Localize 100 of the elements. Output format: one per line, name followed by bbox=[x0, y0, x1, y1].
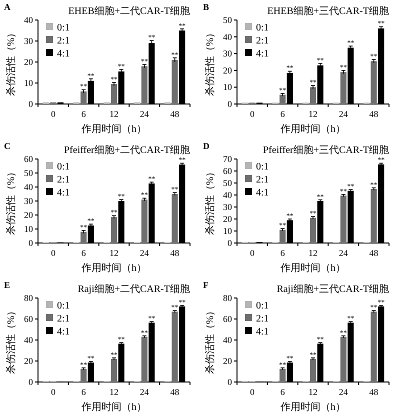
y-tick-label: 20 bbox=[223, 214, 232, 224]
x-tick-label: 12 bbox=[110, 387, 118, 397]
legend-label: 2:1 bbox=[256, 174, 269, 186]
bar bbox=[310, 218, 316, 243]
y-tick-label: 40 bbox=[24, 335, 34, 345]
y-tick-label: 10 bbox=[24, 78, 34, 88]
x-tick-label: 6 bbox=[81, 387, 86, 397]
x-tick-label: 48 bbox=[369, 248, 379, 258]
x-tick-label: 12 bbox=[110, 109, 118, 119]
legend-label: 4:1 bbox=[57, 48, 70, 60]
bar bbox=[80, 232, 87, 243]
chart-title: D bbox=[203, 141, 210, 151]
x-tick-label: 6 bbox=[280, 248, 286, 258]
y-tick-label: 10 bbox=[223, 82, 232, 92]
x-axis-title: 作用时间（h） bbox=[280, 123, 346, 135]
y-tick-label: 30 bbox=[24, 36, 34, 46]
bar bbox=[80, 368, 87, 382]
x-tick-label: 0 bbox=[250, 387, 255, 397]
bar bbox=[110, 217, 118, 243]
y-tick-label: 40 bbox=[223, 190, 232, 200]
y-tick-label: 50 bbox=[223, 178, 232, 188]
y-tick-label: 80 bbox=[223, 293, 232, 303]
bar bbox=[141, 200, 148, 243]
legend-label: 2:1 bbox=[57, 314, 70, 324]
x-tick-label: 24 bbox=[140, 109, 150, 119]
x-tick-label: 24 bbox=[140, 387, 150, 397]
chart-subtitle: Pfeiffer细胞+三代CAR-T细胞 bbox=[263, 144, 389, 156]
y-tick-label: 40 bbox=[24, 15, 34, 25]
bar bbox=[172, 194, 178, 243]
y-tick-label: 70 bbox=[223, 154, 232, 164]
y-tick-label: 40 bbox=[223, 32, 232, 42]
x-tick-label: 6 bbox=[280, 109, 286, 119]
bar bbox=[80, 91, 87, 104]
y-tick-label: 0 bbox=[28, 99, 34, 109]
y-axis-title: 杀伤活性（%） bbox=[204, 28, 216, 96]
chart-subtitle: EHEB细胞+二代CAR-T细胞 bbox=[68, 5, 190, 17]
chart-title: E bbox=[4, 280, 10, 290]
y-tick-label: 50 bbox=[223, 15, 232, 25]
y-tick-label: 60 bbox=[223, 166, 232, 176]
legend-label: 0:1 bbox=[256, 162, 269, 172]
x-tick-label: 12 bbox=[110, 248, 118, 258]
bar bbox=[340, 72, 346, 104]
x-tick-label: 24 bbox=[140, 248, 150, 258]
chart-title: F bbox=[203, 280, 209, 290]
legend-label: 2:1 bbox=[256, 314, 269, 324]
legend-label: 4:1 bbox=[57, 188, 70, 198]
x-tick-label: 12 bbox=[308, 109, 318, 119]
y-tick-label: 30 bbox=[223, 202, 232, 212]
y-tick-label: 0 bbox=[28, 238, 34, 248]
legend-label: 2:1 bbox=[57, 174, 70, 186]
x-axis-title: 作用时间（h） bbox=[80, 262, 146, 274]
y-axis-title: 杀伤活性（%） bbox=[5, 28, 17, 96]
legend-label: 0:1 bbox=[57, 300, 70, 312]
chart-subtitle: Pfeiffer细胞+二代CAR-T细胞 bbox=[64, 144, 190, 156]
x-tick-label: 48 bbox=[170, 248, 180, 258]
legend-label: 2:1 bbox=[256, 36, 269, 46]
bar bbox=[141, 66, 148, 104]
y-tick-label: 0 bbox=[228, 238, 232, 248]
bar bbox=[340, 336, 346, 382]
y-tick-label: 80 bbox=[24, 293, 34, 303]
x-tick-label: 48 bbox=[170, 387, 180, 397]
chart-title: C bbox=[4, 141, 10, 151]
y-tick-label: 60 bbox=[223, 314, 232, 324]
y-tick-label: 30 bbox=[223, 48, 232, 59]
x-tick-label: 6 bbox=[280, 387, 286, 397]
x-tick-label: 6 bbox=[81, 109, 86, 119]
x-tick-label: 0 bbox=[50, 248, 56, 258]
y-tick-label: 10 bbox=[24, 224, 34, 234]
x-tick-label: 0 bbox=[250, 248, 255, 258]
x-tick-label: 6 bbox=[81, 248, 86, 258]
x-axis-title: 作用时间（h） bbox=[280, 262, 346, 274]
legend-label: 2:1 bbox=[57, 36, 70, 46]
legend-label: 4:1 bbox=[256, 48, 269, 60]
chart-subtitle: Raji细胞+二代CAR-T细胞 bbox=[78, 283, 190, 295]
bar bbox=[172, 312, 178, 382]
y-tick-label: 0 bbox=[228, 99, 232, 109]
x-tick-label: 48 bbox=[369, 387, 379, 397]
x-axis-title: 作用时间（h） bbox=[280, 401, 346, 413]
x-tick-label: 12 bbox=[308, 387, 318, 397]
x-tick-label: 24 bbox=[338, 387, 348, 397]
bar bbox=[370, 312, 377, 382]
y-tick-label: 40 bbox=[24, 182, 34, 192]
x-tick-label: 0 bbox=[250, 109, 255, 119]
x-tick-label: 12 bbox=[308, 248, 318, 258]
bar bbox=[310, 358, 316, 382]
bar bbox=[280, 94, 286, 104]
x-tick-label: 0 bbox=[50, 109, 56, 119]
x-axis-title: 作用时间（h） bbox=[80, 401, 146, 413]
legend-label: 0:1 bbox=[57, 22, 70, 34]
y-tick-label: 0 bbox=[28, 377, 34, 387]
chart-title: B bbox=[203, 2, 210, 12]
y-tick-label: 20 bbox=[223, 356, 232, 366]
y-axis-title: 杀伤活性（%） bbox=[5, 306, 17, 374]
legend-label: 4:1 bbox=[57, 326, 70, 338]
bar bbox=[280, 230, 286, 243]
y-axis-title: 杀伤活性（%） bbox=[204, 306, 216, 374]
y-tick-label: 60 bbox=[24, 154, 34, 164]
y-tick-label: 10 bbox=[223, 226, 232, 236]
y-axis-title: 杀伤活性（%） bbox=[5, 166, 17, 236]
y-axis-title: 杀伤活性（%） bbox=[204, 166, 216, 236]
